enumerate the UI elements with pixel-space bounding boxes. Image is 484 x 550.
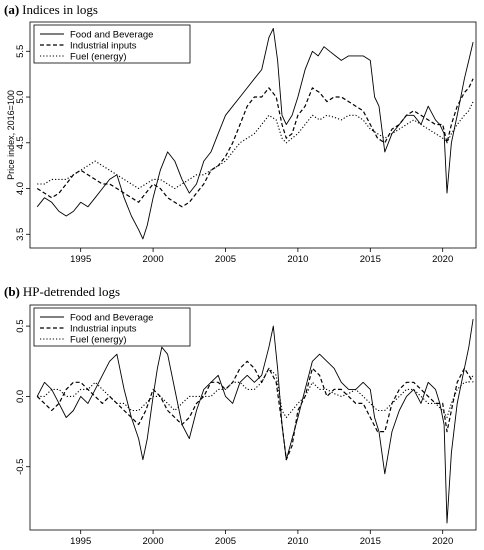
panel-a-series-fuel-energy <box>37 101 474 190</box>
panel-a-ytick-label: 4.5 <box>15 136 26 149</box>
panel-b-ytick-label: -0.5 <box>15 459 26 475</box>
panel-b-series-food-and-beverage <box>36 319 474 524</box>
panel-a-xtick-label: 2020 <box>432 254 453 265</box>
panel-a-legend-label: Food and Beverage <box>70 30 153 41</box>
panel-b-legend-label: Industrial inputs <box>70 324 137 335</box>
panel-b-title-text: HP-detrended logs <box>23 284 120 299</box>
panel-a-xtick-label: 2015 <box>360 254 381 265</box>
panel-b-legend-label: Fuel (energy) <box>70 335 127 346</box>
panel-b-legend-box <box>33 307 191 347</box>
panel-a-xtick-label: 2010 <box>287 254 308 265</box>
panel-a-plot-frame <box>29 21 477 249</box>
panel-b-title-letter: (b) <box>4 284 20 299</box>
panel-a-ylabel: Price index, 2016=100 <box>6 90 16 180</box>
panel-a-title-letter: (a) <box>4 2 19 17</box>
panel-a-title-text: Indices in logs <box>22 2 98 17</box>
panel-b-ytick-label: 0.0 <box>15 390 26 403</box>
panel-a-xtick-label: 2005 <box>215 254 236 265</box>
panel-b-xtick-label: 2005 <box>215 536 236 547</box>
panel-a-series-industrial-inputs <box>36 78 474 208</box>
panel-b-xtick-label: 2010 <box>287 536 308 547</box>
panel-a-ytick-label: 4.0 <box>15 182 26 195</box>
panel-a: (a) Indices in logs Price index, 2016=100… <box>4 2 477 265</box>
panel-b-xtick-label: 2020 <box>432 536 453 547</box>
panel-b: (b) HP-detrended logs 1995 2000 2005 2010 201… <box>4 284 477 547</box>
panel-a-ytick-label: 3.5 <box>15 228 26 241</box>
panel-a-xtick-label: 1995 <box>70 254 91 265</box>
panel-b-xtick-label: 1995 <box>70 536 91 547</box>
panel-b-legend-label: Food and Beverage <box>70 313 153 324</box>
panel-a-series-food-and-beverage <box>36 27 474 240</box>
panel-b-plot-frame <box>29 304 477 531</box>
panel-b-ytick-label: 0.5 <box>15 319 26 332</box>
panel-b-xtick-label: 2000 <box>143 536 164 547</box>
panel-a-xtick-label: 2000 <box>143 254 164 265</box>
panel-a-legend-box <box>33 24 191 64</box>
panel-a-legend-label: Fuel (energy) <box>70 52 127 63</box>
panel-b-xtick-label: 2015 <box>360 536 381 547</box>
panel-a-ytick-label: 5.5 <box>15 45 26 58</box>
panel-b-title: (b) HP-detrended logs <box>4 284 120 299</box>
panel-a-title: (a) Indices in logs <box>4 2 98 17</box>
panel-a-legend-label: Industrial inputs <box>70 41 137 52</box>
panel-a-ytick-label: 5.0 <box>15 90 26 103</box>
panel-b-series-industrial-inputs <box>36 360 474 461</box>
